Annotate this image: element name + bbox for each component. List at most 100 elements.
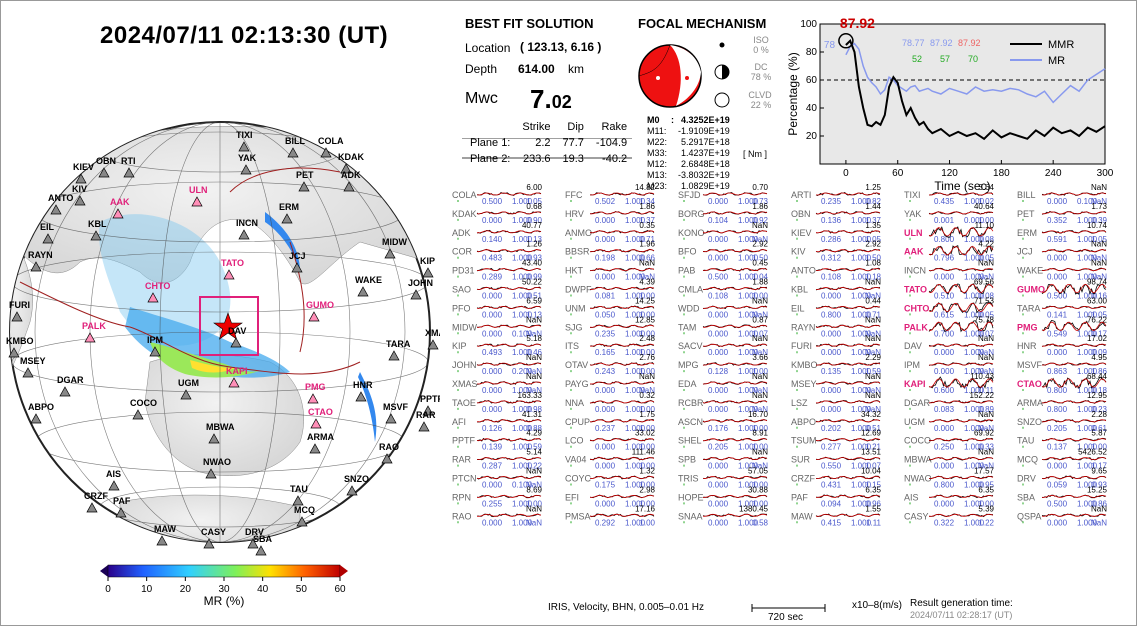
station-trace-lo: 0.500: [708, 273, 729, 282]
station-trace-lo: 0.000: [482, 310, 503, 319]
station-trace-synthetic: [702, 494, 768, 498]
station-trace-ratio: 0.08: [978, 292, 994, 301]
station-trace-ratio: 1.00: [639, 499, 655, 508]
station-trace-amp: NaN: [865, 372, 881, 381]
station-label: RAYN: [28, 250, 53, 260]
location-value: ( 123.13, 6.16 ): [520, 40, 602, 54]
station-trace-lo: 0.136: [821, 216, 842, 225]
station-trace-name: HNR: [1017, 341, 1037, 351]
station-trace-lo: 0.137: [1047, 443, 1068, 452]
station-trace-hi: 1.000: [512, 310, 533, 319]
station-trace-ratio: 1.37: [639, 216, 655, 225]
t-axis-dot: [685, 76, 689, 80]
station-trace-synthetic: [476, 230, 542, 234]
station-trace-synthetic: [928, 400, 994, 404]
station-trace-lo: 0.796: [934, 254, 955, 263]
station-trace-synthetic: [928, 362, 994, 366]
station-triangle-icon: [309, 443, 321, 454]
station-triangle-icon: [123, 167, 135, 178]
station-label: DRV: [245, 527, 264, 537]
station-trace-lo: 0.000: [1047, 518, 1068, 527]
station-trace-lo: 0.000: [482, 481, 503, 490]
series-line-mmr: [845, 39, 1106, 141]
station-label: ERM: [279, 202, 299, 212]
station-trace-amp: NaN: [752, 221, 768, 230]
station-trace-hi: 1.000: [851, 348, 872, 357]
station-trace-synthetic: [1041, 283, 1107, 294]
station-trace-ratio: 0.86: [1091, 499, 1107, 508]
station-trace-synthetic: [928, 211, 994, 215]
station-triangle-icon: [84, 332, 96, 343]
station-triangle-icon: [307, 393, 319, 404]
station-trace-amp: 3.66: [752, 353, 768, 362]
station-label: AIS: [106, 469, 121, 479]
station-trace-ratio: 1.13: [526, 235, 542, 244]
station-trace-hi: 1.000: [964, 462, 985, 471]
station-trace-name: WDD: [678, 303, 700, 313]
station-trace-name: KAPI: [904, 379, 926, 389]
tensor-row: M12: 2.6848E+18: [645, 159, 732, 170]
station-trace-ratio: NaN: [639, 273, 655, 282]
station-trace-synthetic: [928, 438, 994, 442]
station-trace-ratio: NaN: [978, 424, 994, 433]
station-label: BILL: [285, 136, 305, 146]
station-trace-ratio: 0.51: [526, 292, 542, 301]
station-trace-name: MPG: [678, 360, 699, 370]
station-trace-ratio: 0.18: [1091, 386, 1107, 395]
station-trace-lo: 0.000: [595, 443, 616, 452]
station-trace-name: PALK: [904, 322, 928, 332]
station-trace-hi: 1.000: [625, 254, 646, 263]
beachball-dilatation: [670, 45, 701, 106]
plane-cell: 19.3: [562, 153, 584, 165]
station-trace-ratio: NaN: [865, 405, 881, 414]
station-trace-amp: 33.02: [635, 429, 656, 438]
station-trace-lo: 0.000: [482, 329, 503, 338]
epicenter-box: [199, 296, 259, 356]
station-trace-hi: 1.000: [964, 518, 985, 527]
station-trace-amp: 1.73: [1091, 202, 1107, 211]
station-trace-name: CRZF: [791, 474, 815, 484]
station-trace-lo: 0.000: [934, 424, 955, 433]
station-trace-hi: 1.000: [512, 197, 533, 206]
station-trace-amp: NaN: [865, 315, 881, 324]
station-trace-ratio: 1.00: [639, 443, 655, 452]
station-trace-amp: 16.70: [748, 410, 769, 419]
station-triangle-icon: [11, 311, 23, 322]
station-trace-hi: 1.000: [625, 235, 646, 244]
station-trace-amp: NaN: [639, 259, 655, 268]
location-label: Location: [465, 41, 511, 55]
station-trace-amp: 0.68: [526, 202, 542, 211]
station-triangle-icon: [230, 337, 242, 348]
station-trace-ratio: 0.23: [1091, 405, 1107, 414]
station-trace-amp: 12.69: [861, 429, 882, 438]
station-trace-ratio: NaN: [526, 367, 542, 376]
station-trace-lo: 0.550: [821, 462, 842, 471]
station-triangle-icon: [287, 147, 299, 158]
station-trace-name: PET: [1017, 209, 1035, 219]
station-triangle-icon: [74, 195, 86, 206]
station-label: TARA: [386, 339, 411, 349]
station-label: KIEV: [73, 162, 94, 172]
station-trace-synthetic: [815, 211, 881, 215]
station-trace-ratio: 1.59: [865, 367, 881, 376]
station-trace-amp: 111.46: [632, 448, 656, 457]
station-trace-amp: 5.18: [526, 334, 542, 343]
station-trace-synthetic: [1041, 400, 1107, 404]
station-triangle-icon: [205, 468, 217, 479]
station-trace-hi: 1.000: [851, 197, 872, 206]
tensor-cell: :: [671, 115, 675, 125]
annotation-top: 87.92: [958, 38, 981, 48]
station-trace-hi: 0.100: [512, 329, 533, 338]
station-trace-lo: 0.198: [595, 254, 616, 263]
station-trace-name: TSUM: [791, 436, 817, 446]
station-trace-lo: 0.502: [595, 197, 616, 206]
station-trace-lo: 0.126: [482, 424, 503, 433]
station-trace-synthetic: [1041, 268, 1107, 272]
tensor-cell: M22:: [647, 137, 668, 147]
station-label: KIV: [72, 184, 87, 194]
station-trace-lo: 0.289: [482, 273, 503, 282]
station-trace-name: DRV: [1017, 474, 1036, 484]
tensor-unit: [ Nm ]: [743, 149, 767, 159]
station-trace-synthetic: [589, 230, 655, 234]
